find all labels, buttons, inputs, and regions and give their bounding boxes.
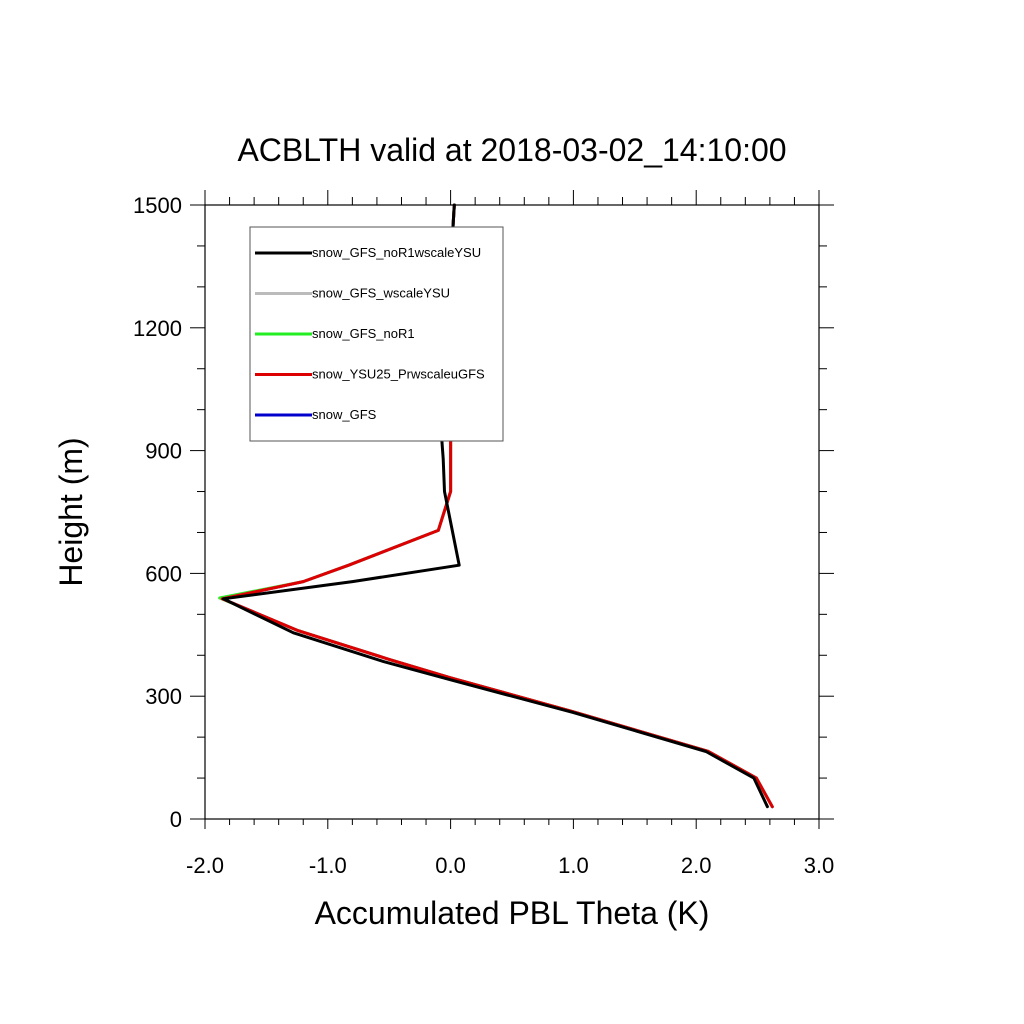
y-tick-label: 300 <box>145 684 182 709</box>
legend-items: snow_GFS_noR1wscaleYSU snow_GFS_wscaleYSU… <box>255 245 485 422</box>
y-tick-label: 600 <box>145 561 182 586</box>
legend-label: snow_GFS_noR1wscaleYSU <box>312 245 481 260</box>
x-tick-label: 0.0 <box>435 853 466 878</box>
y-tick-label: 900 <box>145 439 182 464</box>
y-tick-label: 1200 <box>133 316 182 341</box>
x-tick-label: -1.0 <box>309 853 347 878</box>
chart-title: ACBLTH valid at 2018-03-02_14:10:00 <box>237 132 786 168</box>
y-tick-label: 0 <box>170 807 182 832</box>
plot-frame <box>204 204 820 820</box>
y-axis-label: Height (m) <box>53 437 89 586</box>
y-tick-label: 1500 <box>133 193 182 218</box>
x-axis-label: Accumulated PBL Theta (K) <box>315 895 710 931</box>
legend-label: snow_GFS_noR1 <box>312 326 415 341</box>
legend-label: snow_YSU25_PrwscaleuGFS <box>312 367 485 382</box>
x-tick-label: 2.0 <box>681 853 712 878</box>
x-tick-label: -2.0 <box>186 853 224 878</box>
axis-ticks: -2.0 -1.0 0.0 1.0 2.0 3.0 0 300 600 900 1200 1500 <box>133 190 834 878</box>
legend: snow_GFS_noR1wscaleYSU snow_GFS_wscaleYSU… <box>249 226 504 442</box>
x-tick-label: 3.0 <box>804 853 835 878</box>
legend-label: snow_GFS_wscaleYSU <box>312 286 450 301</box>
x-tick-label: 1.0 <box>558 853 589 878</box>
legend-label: snow_GFS <box>312 407 377 422</box>
